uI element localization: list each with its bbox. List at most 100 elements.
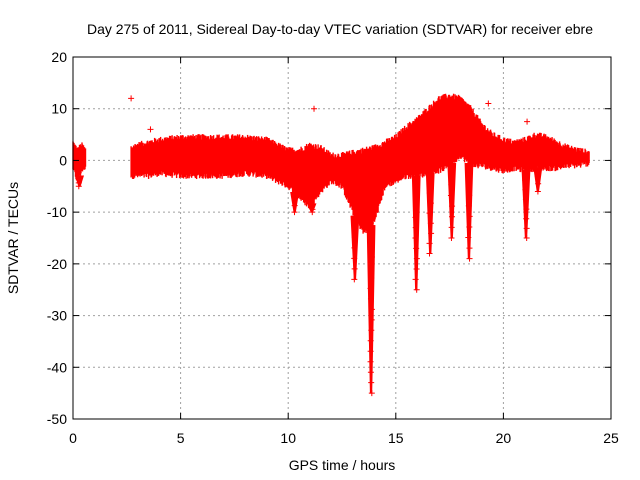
x-tick-label: 25 xyxy=(603,430,619,446)
dip-mark xyxy=(464,163,474,260)
dip-cross-marker xyxy=(368,390,375,397)
dip-cross-marker xyxy=(413,266,420,273)
dip-cross-marker xyxy=(535,165,542,172)
dip-cross-marker xyxy=(367,358,374,365)
dip-cross-marker xyxy=(412,172,419,179)
dip-cross-marker xyxy=(466,245,473,252)
y-tick-label: -50 xyxy=(47,411,67,427)
dip-cross-marker xyxy=(449,160,456,167)
dip-cross-marker xyxy=(448,224,455,231)
dip-cross-marker xyxy=(412,276,419,283)
dip-cross-marker xyxy=(367,295,374,302)
dip-cross-marker xyxy=(351,255,358,262)
dip-cross-marker xyxy=(534,188,541,195)
dip-cross-marker xyxy=(291,209,298,216)
dip-cross-marker xyxy=(351,265,358,272)
grid-lines xyxy=(73,57,611,419)
dip-cross-marker xyxy=(466,255,473,262)
dip-cross-marker xyxy=(367,285,374,292)
dip-cross-marker xyxy=(428,230,435,237)
dip-cross-marker xyxy=(367,264,374,271)
dip-cross-marker xyxy=(426,169,433,176)
x-tick-label: 20 xyxy=(496,430,512,446)
outlier-marker xyxy=(485,100,492,107)
dip-cross-marker xyxy=(413,183,420,190)
dip-cross-marker xyxy=(447,192,454,199)
axis-ticks: 0 5 10 15 20 25 -50 -40 -30 -20 -10 0 10 20 xyxy=(47,49,619,446)
dip-cross-marker xyxy=(523,225,530,232)
dip-cross-marker xyxy=(535,180,542,187)
y-tick-label: -40 xyxy=(47,359,67,375)
dip-cross-marker xyxy=(426,210,433,217)
dip-cross-marker xyxy=(309,209,316,216)
x-tick-label: 15 xyxy=(388,430,404,446)
x-axis-label: GPS time / hours xyxy=(289,457,396,473)
y-tick-label: -20 xyxy=(47,256,67,272)
dip-cross-marker xyxy=(413,286,420,293)
outlier-marker xyxy=(128,95,135,102)
dip-cross-marker xyxy=(368,316,375,323)
dip-cross-marker xyxy=(75,183,82,190)
dip-cross-marker xyxy=(291,202,298,209)
dip-cross-marker xyxy=(466,223,473,230)
dip-cross-marker xyxy=(448,235,455,241)
dip-cross-marker xyxy=(413,203,420,210)
dip-cross-marker xyxy=(465,171,472,178)
dip-cross-marker xyxy=(413,193,420,200)
dip-cross-marker xyxy=(367,243,374,250)
dip-cross-marker xyxy=(465,202,472,209)
dip-cross-marker xyxy=(368,233,375,240)
dip-cross-marker xyxy=(352,223,359,230)
dip-cross-marker xyxy=(466,192,473,199)
dip-cross-marker xyxy=(449,203,456,210)
y-tick-label: 20 xyxy=(51,49,67,65)
dip-cross-marker xyxy=(368,254,375,261)
dip-cross-marker xyxy=(412,224,419,231)
dip-cross-marker xyxy=(368,274,375,281)
dip-cross-marker xyxy=(448,171,455,178)
dip-cross-marker xyxy=(292,189,299,196)
dip-cross-marker xyxy=(466,160,473,167)
dip-cross-marker xyxy=(449,213,456,220)
y-axis-label: SDTVAR / TECUs xyxy=(5,182,21,294)
x-tick-label: 10 xyxy=(280,430,296,446)
dip-cross-marker xyxy=(351,234,358,241)
dip-cross-marker xyxy=(522,196,529,203)
dip-cross-marker xyxy=(368,327,375,334)
x-tick-label: 0 xyxy=(69,430,77,446)
dip-cross-marker xyxy=(466,213,473,220)
dip-cross-marker xyxy=(308,203,315,210)
dip-mark xyxy=(533,167,543,192)
dip-cross-marker xyxy=(367,369,374,376)
outlier-marker xyxy=(311,105,318,112)
dip-cross-marker xyxy=(427,220,434,227)
dip-cross-marker xyxy=(368,379,375,386)
dip-cross-marker xyxy=(412,214,419,221)
y-tick-label: -30 xyxy=(47,308,67,324)
dip-cross-marker xyxy=(523,206,530,213)
dip-cross-marker xyxy=(523,215,530,222)
dip-cross-marker xyxy=(351,276,358,283)
dip-cross-marker xyxy=(351,213,358,220)
dip-cross-marker xyxy=(465,234,472,241)
y-tick-label: 10 xyxy=(51,101,67,117)
dip-cross-marker xyxy=(427,200,434,207)
dip-cross-marker xyxy=(367,337,374,344)
dip-cross-marker xyxy=(426,240,433,247)
plot-frame xyxy=(72,56,612,420)
dip-cross-marker xyxy=(523,235,530,241)
x-tick-label: 5 xyxy=(177,430,185,446)
dip-cross-marker xyxy=(291,196,298,203)
outlier-marker xyxy=(524,118,531,125)
dip-cross-marker xyxy=(448,181,455,188)
dip-cross-marker xyxy=(426,190,433,197)
dip-cross-marker xyxy=(413,255,420,262)
dip-cross-marker xyxy=(534,172,541,179)
dip-cross-marker xyxy=(413,245,420,252)
dip-cross-marker xyxy=(522,177,529,184)
dip-cross-marker xyxy=(351,244,358,251)
dip-mark xyxy=(411,175,421,291)
chart-title: Day 275 of 2011, Sidereal Day-to-day VTE… xyxy=(87,21,593,37)
dip-cross-marker xyxy=(76,176,83,183)
